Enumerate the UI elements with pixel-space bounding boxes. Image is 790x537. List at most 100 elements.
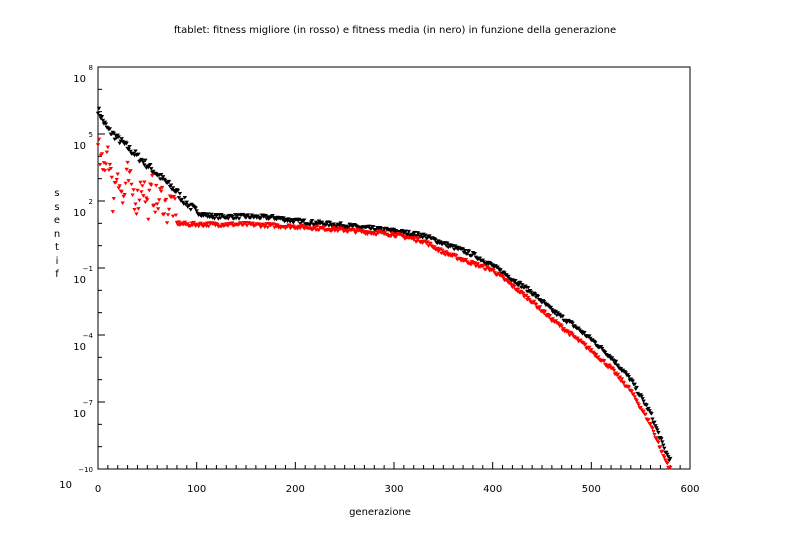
data-point-migliore	[632, 395, 637, 399]
data-point-media	[427, 234, 432, 238]
data-point-migliore	[206, 224, 211, 229]
data-point-media	[653, 424, 658, 428]
data-point-migliore	[654, 437, 659, 442]
data-point-migliore	[521, 291, 526, 296]
data-point-media	[649, 412, 654, 416]
data-point-migliore	[133, 202, 138, 207]
data-point-migliore	[537, 305, 543, 309]
data-point-media	[668, 456, 673, 461]
data-point-migliore	[496, 271, 501, 276]
data-point-media	[117, 141, 122, 146]
data-point-media	[403, 229, 409, 234]
data-point-media	[170, 186, 176, 190]
data-point-migliore	[321, 225, 327, 229]
data-point-migliore	[601, 359, 607, 363]
data-point-media	[371, 225, 376, 229]
data-point-media	[464, 252, 470, 257]
data-point-media	[168, 183, 174, 188]
data-point-migliore	[443, 253, 448, 257]
data-point-migliore	[428, 242, 433, 246]
data-point-media	[175, 188, 181, 193]
data-point-migliore	[107, 162, 113, 167]
data-point-media	[632, 382, 637, 387]
data-point-media	[270, 214, 275, 218]
data-point-migliore	[115, 172, 120, 177]
data-point-migliore	[155, 207, 161, 211]
data-point-migliore	[641, 409, 646, 414]
data-point-media	[112, 137, 117, 142]
y-tick-label-base: 10	[73, 342, 86, 353]
data-point-migliore	[475, 262, 481, 266]
data-point-migliore	[159, 185, 165, 190]
data-point-media	[535, 294, 541, 299]
data-point-media	[116, 135, 121, 139]
data-point-migliore	[153, 210, 158, 215]
data-point-media	[506, 274, 511, 279]
data-point-media	[469, 253, 475, 258]
data-point-media	[245, 213, 251, 218]
data-point-migliore	[331, 225, 337, 230]
data-point-migliore	[592, 351, 597, 356]
data-point-media	[438, 240, 443, 244]
data-point-media	[378, 226, 384, 231]
data-point-migliore	[524, 293, 529, 298]
data-point-media	[630, 379, 635, 384]
data-point-migliore	[663, 458, 668, 462]
data-point-media	[141, 160, 146, 165]
data-point-migliore	[382, 230, 388, 235]
data-point-media	[107, 127, 113, 131]
data-point-migliore	[636, 403, 641, 407]
data-point-migliore	[621, 381, 627, 386]
data-point-migliore	[626, 385, 632, 390]
data-point-migliore	[438, 247, 443, 251]
data-point-migliore	[660, 449, 665, 454]
data-point-migliore	[106, 168, 112, 173]
y-tick-label-base: 10	[59, 480, 72, 491]
data-point-media	[406, 229, 411, 234]
data-point-media	[346, 225, 351, 230]
data-point-migliore	[643, 412, 648, 417]
data-point-migliore	[138, 180, 143, 185]
data-point-migliore	[453, 254, 459, 258]
data-point-media	[100, 118, 106, 123]
chart-title: ftablet: fitness migliore (in rosso) e f…	[173, 25, 617, 36]
y-axis-label-char: n	[53, 228, 61, 240]
data-point-media	[525, 286, 531, 290]
data-point-media	[391, 227, 397, 232]
data-point-migliore	[176, 220, 182, 224]
data-point-media	[615, 364, 621, 369]
data-point-media	[263, 213, 268, 218]
data-point-migliore	[132, 208, 137, 212]
data-point-migliore	[135, 188, 140, 193]
data-point-media	[142, 163, 147, 167]
data-point-media	[149, 167, 154, 171]
data-point-migliore	[113, 180, 118, 185]
data-point-media	[327, 220, 333, 225]
y-axis-label-char: s	[54, 201, 60, 213]
data-point-migliore	[103, 162, 109, 166]
data-point-media	[634, 385, 639, 390]
x-tick-label: 100	[187, 484, 206, 495]
y-tick-label-exp: 2	[89, 198, 93, 206]
data-point-media	[176, 196, 182, 200]
data-point-media	[111, 131, 116, 136]
data-point-migliore	[656, 440, 661, 445]
data-point-migliore	[173, 213, 179, 218]
data-point-migliore	[102, 169, 108, 173]
data-point-media	[148, 163, 153, 167]
data-point-migliore	[129, 182, 134, 187]
y-tick-label-base: 10	[73, 208, 86, 219]
data-point-migliore	[108, 166, 114, 171]
data-point-migliore	[156, 198, 162, 202]
data-point-media	[291, 221, 296, 225]
data-point-media	[646, 406, 651, 411]
data-point-media	[623, 371, 629, 375]
data-point-migliore	[553, 319, 559, 323]
data-point-migliore	[634, 399, 639, 403]
data-point-media	[549, 307, 555, 312]
data-point-migliore	[567, 333, 572, 338]
data-point-migliore	[662, 455, 667, 460]
data-point-media	[665, 452, 670, 457]
data-point-migliore	[146, 217, 151, 222]
data-point-migliore	[615, 372, 621, 377]
